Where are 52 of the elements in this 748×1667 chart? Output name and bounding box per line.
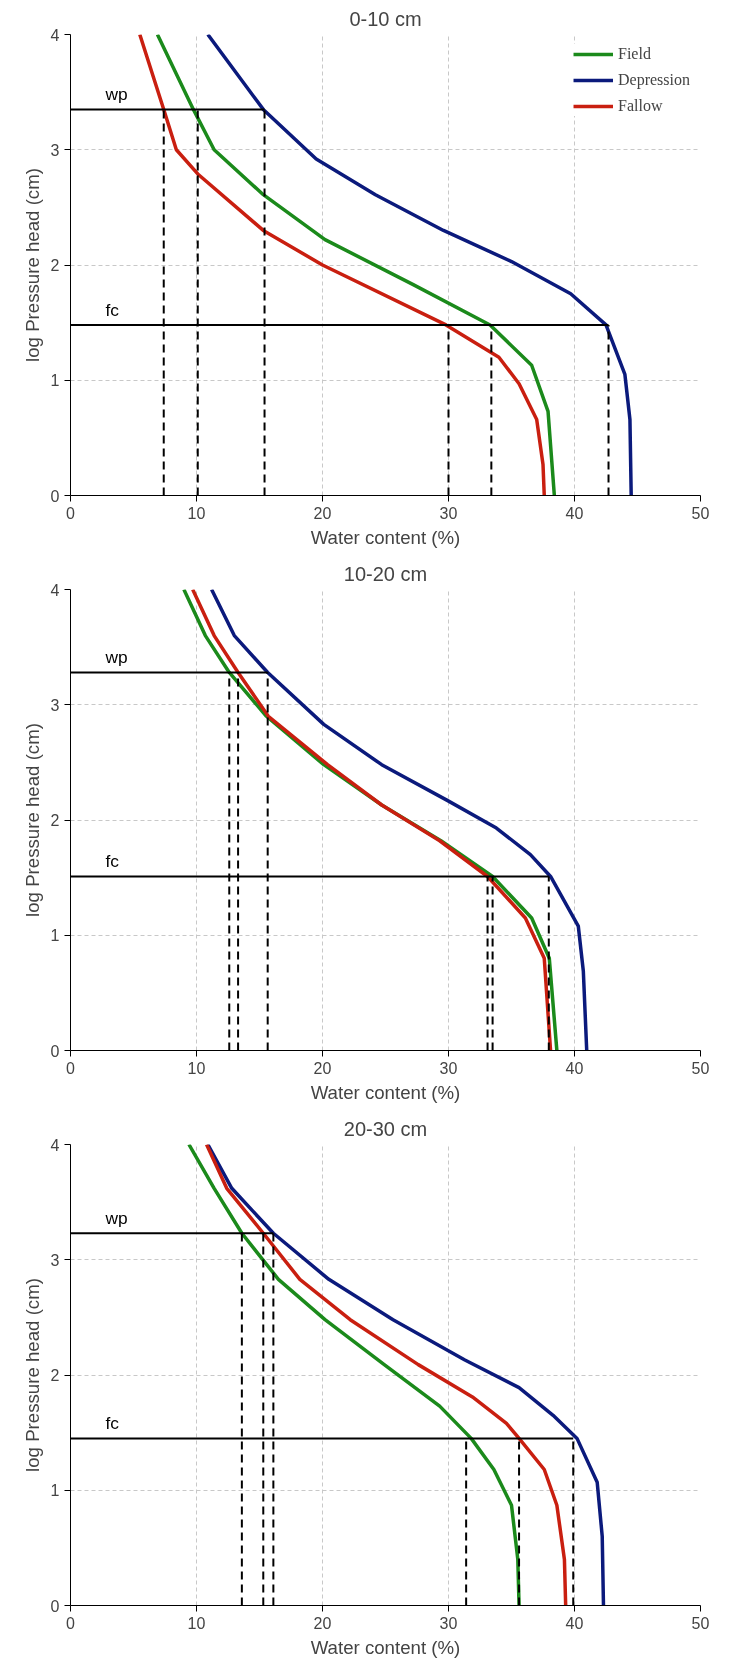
x-axis-title: Water content (%) bbox=[310, 1081, 461, 1103]
y-tick-label: 1 bbox=[50, 927, 60, 945]
x-tick-label: 50 bbox=[691, 1059, 710, 1077]
x-tick-label: 40 bbox=[565, 504, 584, 522]
annotation: wp bbox=[104, 647, 128, 668]
x-tick-label: 20 bbox=[313, 1614, 332, 1632]
annotation: wp bbox=[104, 84, 128, 105]
annotation: fc bbox=[105, 1413, 120, 1434]
y-tick-label: 3 bbox=[50, 141, 60, 159]
chart-title: 20-30 cm bbox=[343, 1117, 428, 1140]
x-tick-label: 0 bbox=[66, 1059, 76, 1077]
x-axis-title: Water content (%) bbox=[310, 1636, 461, 1658]
x-tick-label: 0 bbox=[66, 504, 76, 522]
x-tick-label: 50 bbox=[691, 504, 710, 522]
x-tick-label: 20 bbox=[313, 1059, 332, 1077]
x-tick-label: 40 bbox=[565, 1059, 584, 1077]
legend-label: Depression bbox=[618, 71, 690, 89]
annotation: fc bbox=[105, 851, 120, 872]
y-tick-label: 0 bbox=[50, 1597, 60, 1615]
y-tick-label: 3 bbox=[50, 696, 60, 714]
chart-title: 10-20 cm bbox=[343, 562, 428, 585]
annotation: fc bbox=[105, 299, 120, 320]
y-axis-title: log Pressure head (cm) bbox=[21, 723, 43, 917]
x-tick-label: 30 bbox=[439, 1614, 458, 1632]
legend-label: Field bbox=[618, 45, 651, 63]
y-tick-label: 2 bbox=[50, 257, 60, 274]
y-tick-label: 2 bbox=[50, 1367, 60, 1384]
x-tick-label: 20 bbox=[313, 504, 332, 522]
y-tick-label: 0 bbox=[50, 1042, 60, 1060]
x-tick-label: 0 bbox=[66, 1614, 76, 1632]
legend-label: Fallow bbox=[618, 97, 663, 115]
x-tick-label: 50 bbox=[691, 1614, 710, 1632]
x-tick-label: 10 bbox=[187, 1614, 206, 1632]
chart-title: 0-10 cm bbox=[349, 7, 422, 30]
y-axis-title: log Pressure head (cm) bbox=[21, 168, 43, 362]
x-tick-label: 30 bbox=[439, 504, 458, 522]
y-tick-label: 4 bbox=[50, 1136, 60, 1154]
y-tick-label: 3 bbox=[50, 1251, 60, 1269]
x-tick-label: 40 bbox=[565, 1614, 584, 1632]
annotation: wp bbox=[104, 1208, 128, 1229]
x-tick-label: 10 bbox=[187, 1059, 206, 1077]
y-tick-label: 4 bbox=[50, 26, 60, 44]
x-tick-label: 30 bbox=[439, 1059, 458, 1077]
y-tick-label: 4 bbox=[50, 581, 60, 599]
x-tick-label: 10 bbox=[187, 504, 206, 522]
line-series bbox=[187, 1144, 521, 1606]
x-axis-title: Water content (%) bbox=[310, 526, 461, 548]
y-axis-title: log Pressure head (cm) bbox=[21, 1278, 43, 1472]
y-tick-label: 0 bbox=[50, 487, 60, 505]
y-tick-label: 1 bbox=[50, 372, 60, 390]
y-tick-label: 2 bbox=[50, 812, 60, 829]
y-tick-label: 1 bbox=[50, 1482, 60, 1500]
